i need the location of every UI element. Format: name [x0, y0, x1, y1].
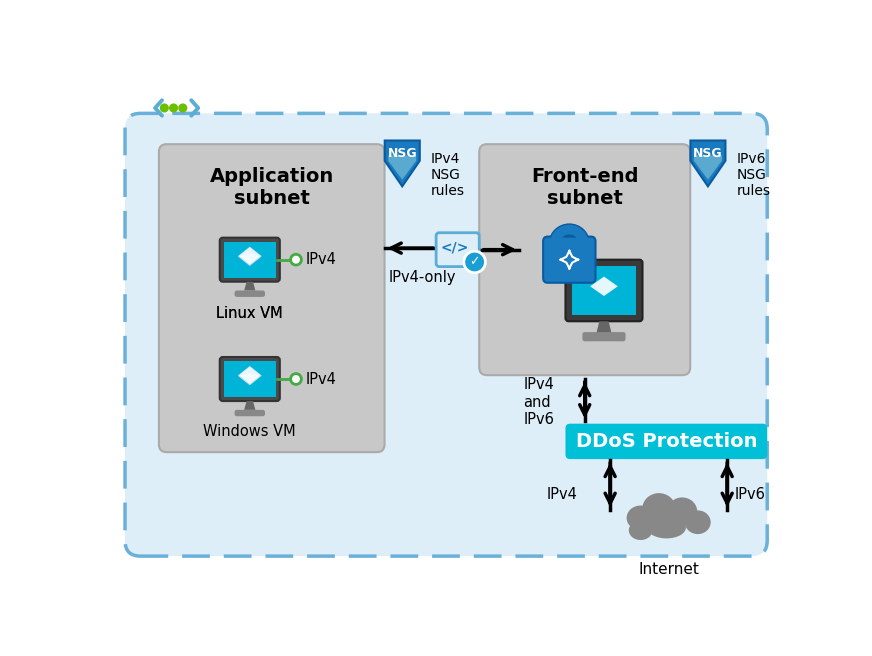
Text: IPv4-only: IPv4-only: [388, 270, 456, 285]
FancyBboxPatch shape: [565, 260, 643, 321]
Circle shape: [170, 104, 177, 112]
Text: Linux VM: Linux VM: [216, 306, 283, 321]
Polygon shape: [244, 401, 255, 410]
Ellipse shape: [629, 521, 652, 540]
Text: IPv4: IPv4: [305, 371, 336, 386]
Text: Front-end
subnet: Front-end subnet: [531, 167, 638, 208]
Polygon shape: [691, 140, 726, 186]
Polygon shape: [239, 367, 261, 376]
FancyBboxPatch shape: [159, 144, 385, 452]
Text: NSG: NSG: [387, 148, 417, 161]
Circle shape: [179, 104, 187, 112]
Text: IPv4: IPv4: [305, 252, 336, 267]
Ellipse shape: [685, 510, 711, 534]
Circle shape: [464, 251, 486, 273]
Text: IPv6: IPv6: [735, 487, 766, 502]
Text: IPv4
NSG
rules: IPv4 NSG rules: [431, 152, 465, 198]
Polygon shape: [385, 140, 419, 186]
Circle shape: [290, 255, 302, 265]
FancyBboxPatch shape: [224, 241, 276, 277]
Polygon shape: [244, 281, 255, 291]
Polygon shape: [239, 247, 261, 256]
Text: DDoS Protection: DDoS Protection: [576, 432, 757, 451]
Polygon shape: [239, 247, 261, 265]
Polygon shape: [388, 155, 416, 180]
FancyBboxPatch shape: [125, 113, 767, 556]
Polygon shape: [590, 277, 618, 296]
Ellipse shape: [643, 493, 676, 524]
FancyBboxPatch shape: [220, 237, 280, 281]
Polygon shape: [596, 321, 611, 334]
Text: Linux VM: Linux VM: [216, 306, 283, 321]
Circle shape: [290, 374, 302, 384]
Polygon shape: [239, 367, 261, 384]
Polygon shape: [694, 155, 722, 180]
FancyBboxPatch shape: [543, 237, 596, 283]
Text: NSG: NSG: [693, 148, 723, 161]
FancyBboxPatch shape: [436, 233, 480, 266]
Text: Application
subnet: Application subnet: [209, 167, 334, 208]
Text: IPv4
and
IPv6: IPv4 and IPv6: [523, 377, 554, 427]
Ellipse shape: [627, 506, 655, 530]
FancyBboxPatch shape: [235, 410, 265, 417]
Text: Internet: Internet: [638, 562, 699, 577]
Text: IPv6
NSG
rules: IPv6 NSG rules: [737, 152, 771, 198]
FancyBboxPatch shape: [220, 357, 280, 401]
Text: ✓: ✓: [469, 255, 480, 268]
FancyBboxPatch shape: [224, 361, 276, 397]
FancyBboxPatch shape: [480, 144, 691, 375]
FancyBboxPatch shape: [565, 424, 767, 459]
FancyBboxPatch shape: [572, 266, 637, 315]
Text: IPv4: IPv4: [547, 487, 578, 502]
Ellipse shape: [647, 517, 686, 539]
FancyBboxPatch shape: [235, 291, 265, 297]
Circle shape: [160, 104, 168, 112]
FancyBboxPatch shape: [582, 332, 625, 341]
Text: </>: </>: [440, 240, 469, 255]
Ellipse shape: [667, 497, 698, 525]
Text: Windows VM: Windows VM: [203, 424, 296, 439]
